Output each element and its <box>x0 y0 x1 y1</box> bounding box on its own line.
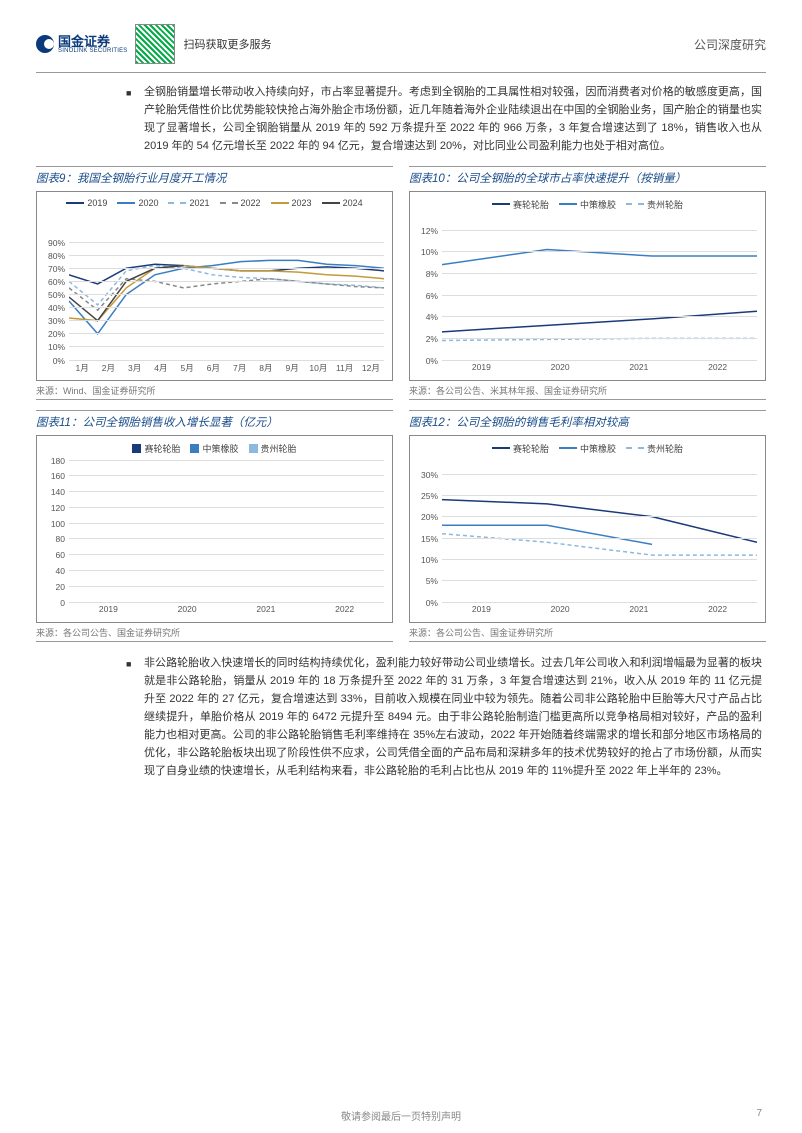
legend-item: 贵州轮胎 <box>249 442 297 455</box>
chart-12-box: 赛轮轮胎中策橡胶贵州轮胎 0%5%10%15%20%25%30% 2019202… <box>409 435 766 623</box>
chart-11-source: 来源：各公司公告、国金证券研究所 <box>36 623 393 642</box>
body: ■ 全钢胎销量增长带动收入持续向好，市占率显著提升。考虑到全钢胎的工具属性相对较… <box>36 73 766 781</box>
chart-10-source: 来源：各公司公告、米其林年报、国金证券研究所 <box>409 381 766 400</box>
para1-text: 全钢胎销量增长带动收入持续向好，市占率显著提升。考虑到全钢胎的工具属性相对较强，… <box>144 83 762 156</box>
chart-9-plot <box>69 242 384 360</box>
paragraph-2: ■ 非公路轮胎收入快速增长的同时结构持续优化，盈利能力较好带动公司业绩增长。过去… <box>126 654 762 781</box>
legend-item: 2021 <box>168 198 209 208</box>
bullet-icon: ■ <box>126 654 144 781</box>
legend-item: 中策橡胶 <box>559 198 616 211</box>
chart-11-legend: 赛轮轮胎中策橡胶贵州轮胎 <box>41 442 388 455</box>
legend-item: 2022 <box>220 198 261 208</box>
chart-12-source: 来源：各公司公告、国金证券研究所 <box>409 623 766 642</box>
qr-icon <box>135 24 175 64</box>
legend-item: 贵州轮胎 <box>626 442 683 455</box>
bullet-icon: ■ <box>126 83 144 156</box>
page-number: 7 <box>756 1108 762 1119</box>
legend-item: 赛轮轮胎 <box>132 442 180 455</box>
chart-9-title: 图表9：我国全钢胎行业月度开工情况 <box>36 166 393 191</box>
legend-item: 赛轮轮胎 <box>492 442 549 455</box>
logo-en: SINOLINK SECURITIES <box>58 48 127 54</box>
chart-10-legend: 赛轮轮胎中策橡胶贵州轮胎 <box>414 198 761 211</box>
chart-10-title: 图表10：公司全钢胎的全球市占率快速提升（按销量） <box>409 166 766 191</box>
legend-item: 赛轮轮胎 <box>492 198 549 211</box>
logo-cn: 国金证券 <box>58 35 127 48</box>
chart-12-yaxis: 0%5%10%15%20%25%30% <box>410 436 440 622</box>
chart-10-xaxis: 2019202020212022 <box>442 362 757 376</box>
chart-12-xaxis: 2019202020212022 <box>442 604 757 618</box>
chart-9-xaxis: 1月2月3月4月5月6月7月8月9月10月11月12月 <box>69 362 384 376</box>
logo: 国金证券 SINOLINK SECURITIES <box>36 35 127 54</box>
legend-item: 中策橡胶 <box>190 442 238 455</box>
chart-10: 图表10：公司全钢胎的全球市占率快速提升（按销量） 赛轮轮胎中策橡胶贵州轮胎 0… <box>409 166 766 400</box>
footer: 敬请参阅最后一页特别声明 7 <box>0 1108 802 1119</box>
legend-item: 中策橡胶 <box>559 442 616 455</box>
legend-item: 2020 <box>117 198 158 208</box>
chart-row-1: 图表9：我国全钢胎行业月度开工情况 2019202020212022202320… <box>36 166 766 400</box>
chart-9-legend: 2019 2020 2021 2022 2023 2024 <box>41 198 388 208</box>
chart-11-plot <box>69 460 384 602</box>
doc-type: 公司深度研究 <box>694 36 766 53</box>
chart-11: 图表11：公司全钢胎销售收入增长显著（亿元） 赛轮轮胎中策橡胶贵州轮胎 0204… <box>36 410 393 642</box>
page: 国金证券 SINOLINK SECURITIES 扫码获取更多服务 公司深度研究… <box>0 0 802 801</box>
chart-11-box: 赛轮轮胎中策橡胶贵州轮胎 020406080100120140160180 20… <box>36 435 393 623</box>
chart-9-box: 2019 2020 2021 2022 2023 2024 0%10%20%30%40%5… <box>36 191 393 381</box>
chart-row-2: 图表11：公司全钢胎销售收入增长显著（亿元） 赛轮轮胎中策橡胶贵州轮胎 0204… <box>36 410 766 642</box>
logo-icon <box>36 35 54 53</box>
chart-9: 图表9：我国全钢胎行业月度开工情况 2019202020212022202320… <box>36 166 393 400</box>
para2-text: 非公路轮胎收入快速增长的同时结构持续优化，盈利能力较好带动公司业绩增长。过去几年… <box>144 654 762 781</box>
chart-11-yaxis: 020406080100120140160180 <box>37 436 67 622</box>
chart-10-plot <box>442 230 757 360</box>
chart-12-legend: 赛轮轮胎中策橡胶贵州轮胎 <box>414 442 761 455</box>
chart-12-plot <box>442 474 757 602</box>
chart-11-bars <box>69 460 384 602</box>
legend-item: 2023 <box>271 198 312 208</box>
header-left: 国金证券 SINOLINK SECURITIES 扫码获取更多服务 <box>36 24 271 64</box>
chart-11-xaxis: 2019202020212022 <box>69 604 384 618</box>
chart-10-box: 赛轮轮胎中策橡胶贵州轮胎 0%2%4%6%8%10%12% 2019202020… <box>409 191 766 381</box>
chart-12-title: 图表12：公司全钢胎的销售毛利率相对较高 <box>409 410 766 435</box>
chart-9-source: 来源：Wind、国金证券研究所 <box>36 381 393 400</box>
chart-11-title: 图表11：公司全钢胎销售收入增长显著（亿元） <box>36 410 393 435</box>
legend-item: 2024 <box>322 198 363 208</box>
legend-item: 2019 <box>66 198 107 208</box>
chart-10-yaxis: 0%2%4%6%8%10%12% <box>410 192 440 380</box>
header: 国金证券 SINOLINK SECURITIES 扫码获取更多服务 公司深度研究 <box>36 24 766 73</box>
disclaimer: 敬请参阅最后一页特别声明 <box>341 1108 461 1123</box>
chart-12: 图表12：公司全钢胎的销售毛利率相对较高 赛轮轮胎中策橡胶贵州轮胎 0%5%10… <box>409 410 766 642</box>
scan-text: 扫码获取更多服务 <box>183 36 271 52</box>
legend-item: 贵州轮胎 <box>626 198 683 211</box>
chart-9-yaxis: 0%10%20%30%40%50%60%70%80%90% <box>37 192 67 380</box>
paragraph-1: ■ 全钢胎销量增长带动收入持续向好，市占率显著提升。考虑到全钢胎的工具属性相对较… <box>126 83 762 156</box>
